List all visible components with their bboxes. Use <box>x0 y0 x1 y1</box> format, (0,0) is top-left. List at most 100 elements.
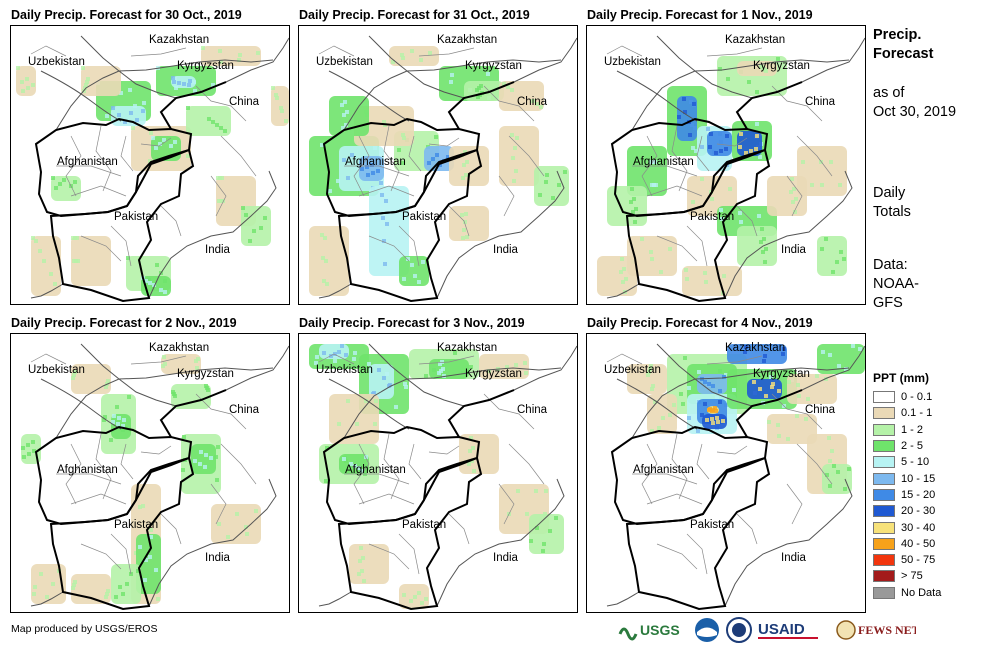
legend-swatch <box>873 472 895 485</box>
admin-boundary <box>30 353 67 365</box>
admin-boundary <box>656 235 698 262</box>
map-canvas <box>606 343 865 611</box>
map-canvas <box>597 35 865 303</box>
usgs-logo-mark: USGS <box>618 622 680 641</box>
panel-title: Daily Precip. Forecast for 1 Nov., 2019 <box>587 8 813 22</box>
map-canvas <box>309 35 577 303</box>
admin-boundary <box>418 47 475 57</box>
usaid-logo: USAID <box>758 617 830 643</box>
fewsnet-logo: FEWS NET <box>836 617 916 643</box>
precip-area <box>186 106 231 136</box>
country-boundary <box>616 70 698 122</box>
admin-boundary <box>771 393 823 430</box>
admin-boundary <box>383 433 400 500</box>
admin-boundary <box>120 443 134 480</box>
legend-item: 2 - 5 <box>873 438 941 454</box>
admin-boundary <box>706 47 763 57</box>
admin-boundary <box>796 443 833 485</box>
noaa-logo <box>694 617 720 643</box>
precip-area <box>702 414 727 429</box>
precip-area <box>201 46 261 66</box>
dos-seal-mark <box>726 617 752 643</box>
legend-swatch <box>873 488 895 501</box>
precip-area <box>329 394 379 444</box>
admin-boundary <box>686 225 708 267</box>
afghanistan-border <box>34 425 193 526</box>
tajik-border <box>159 389 227 438</box>
admin-boundary <box>220 135 257 177</box>
map-frame: Kazakhstan Uzbekistan Kyrgyzstan China Afgha… <box>298 25 578 305</box>
precip-area <box>399 584 429 609</box>
legend-item: 0 - 0.1 <box>873 389 941 405</box>
map-frame: Kazakhstan Uzbekistan Kyrgyzstan China Afgha… <box>10 333 290 613</box>
precip-area <box>459 434 499 474</box>
admin-boundary <box>646 493 703 505</box>
country-boundary <box>656 343 850 380</box>
pakistan-border <box>49 148 195 303</box>
country-boundary <box>55 378 120 439</box>
precip-area <box>171 76 196 88</box>
panel-title: Daily Precip. Forecast for 3 Nov., 2019 <box>299 316 525 330</box>
usaid-logo-mark: USAID <box>758 621 818 639</box>
legend-label: 40 - 50 <box>901 537 936 550</box>
map-panel-4: Daily Precip. Forecast for 2 Nov., 2019 … <box>10 316 300 616</box>
legend-label: 50 - 75 <box>901 554 936 567</box>
legend-swatch <box>873 423 895 436</box>
country-boundary <box>724 478 853 607</box>
admin-boundary <box>428 445 460 455</box>
legend-label: No Data <box>901 586 942 599</box>
legend-item: 5 - 10 <box>873 454 941 470</box>
legend-item: 50 - 75 <box>873 552 941 568</box>
admin-boundary <box>368 235 410 262</box>
admin-boundary <box>318 353 355 365</box>
map-panel-6: Daily Precip. Forecast for 4 Nov., 2019 … <box>586 316 876 616</box>
map-panel-2: Daily Precip. Forecast for 31 Oct., 2019… <box>298 8 588 308</box>
side-title-line2: Forecast <box>873 46 934 62</box>
legend-swatch <box>873 440 895 453</box>
admin-boundary <box>408 135 422 172</box>
admin-boundary <box>344 165 410 177</box>
country-boundary <box>631 70 696 131</box>
tajik-border <box>735 389 803 438</box>
admin-boundary <box>706 355 763 365</box>
precip-area <box>707 131 732 156</box>
legend: PPT (mm) 0 - 0.1 0.1 - 1 1 - 2 2 - 5 5 - 10 1… <box>873 371 941 601</box>
country-boundary <box>436 170 565 299</box>
precip-area <box>161 354 201 374</box>
usgs-logo-text: USGS <box>640 622 680 638</box>
admin-boundary <box>786 175 803 217</box>
legend-swatch <box>873 586 895 599</box>
precip-area <box>797 146 847 196</box>
country-boundary <box>406 70 465 99</box>
admin-boundary <box>508 443 545 485</box>
admin-boundary <box>344 473 410 485</box>
precip-area <box>479 354 529 379</box>
precip-area <box>627 364 667 394</box>
precip-area <box>449 206 489 241</box>
side-title-line1: Precip. <box>873 27 922 43</box>
precip-area <box>627 236 677 276</box>
legend-swatch <box>873 456 895 469</box>
country-boundary <box>148 170 277 299</box>
afghanistan-border <box>322 117 481 218</box>
admin-boundary <box>606 353 643 365</box>
legend-swatch <box>873 407 895 420</box>
precip-area <box>31 236 61 296</box>
precip-area <box>822 464 852 494</box>
precip-area <box>111 564 141 604</box>
precip-area <box>71 364 111 394</box>
admin-boundary <box>120 135 134 172</box>
legend-item: 10 - 15 <box>873 470 941 486</box>
admin-boundary <box>632 165 698 177</box>
legend-item: 30 - 40 <box>873 519 941 535</box>
admin-boundary <box>110 225 132 267</box>
admin-boundary <box>448 513 470 545</box>
admin-boundary <box>428 137 460 147</box>
precip-area <box>241 206 271 246</box>
admin-boundary <box>358 493 415 505</box>
side-daily-line1: Daily <box>873 185 906 201</box>
precip-area <box>211 504 261 544</box>
admin-boundary <box>646 185 703 197</box>
admin-boundary <box>30 45 67 57</box>
precip-area <box>31 564 66 604</box>
